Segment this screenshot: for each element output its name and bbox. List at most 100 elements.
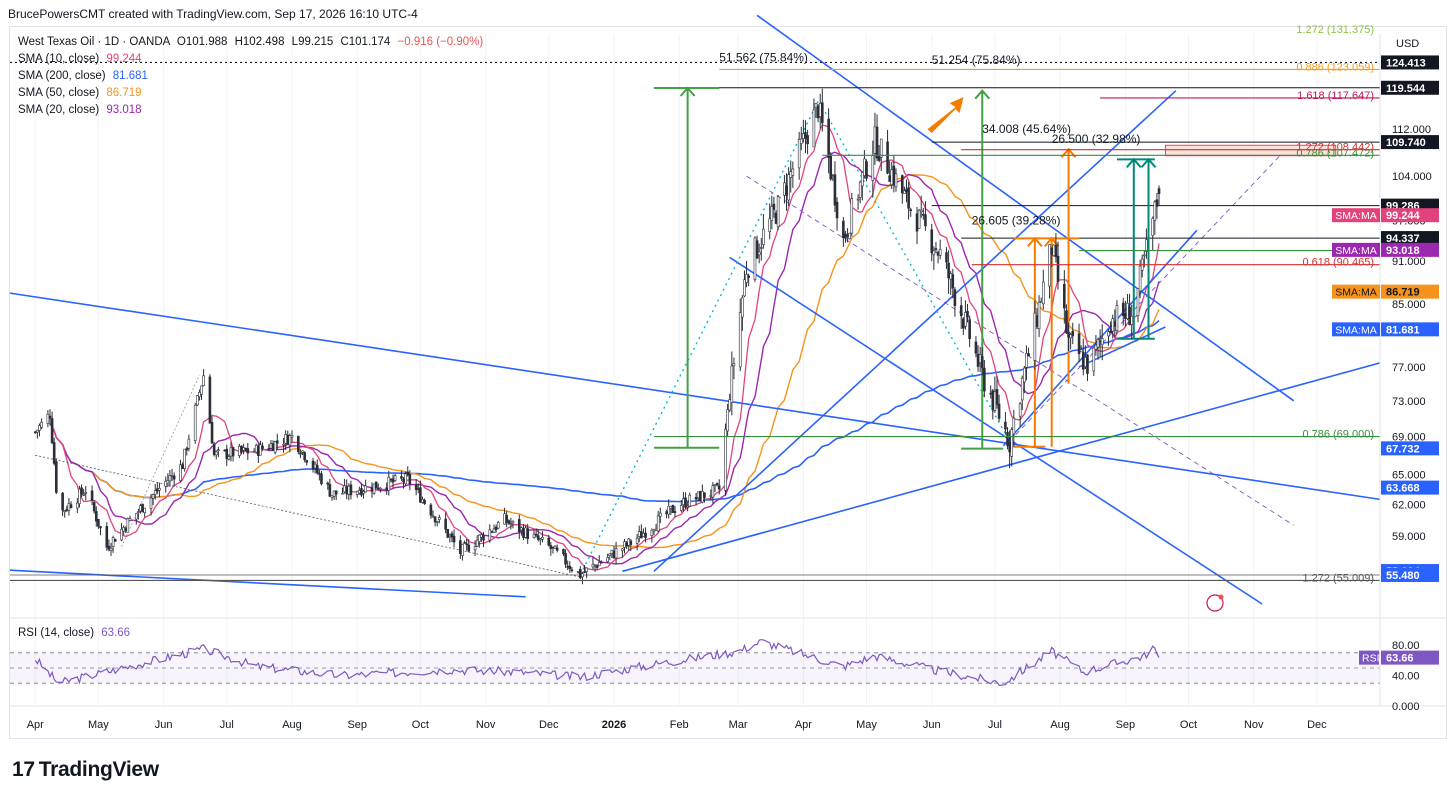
candle-body bbox=[627, 538, 631, 546]
indicator-legend-sma10[interactable]: SMA (10, close) 99.244 bbox=[18, 53, 142, 65]
candle-body bbox=[65, 508, 69, 511]
candle-body bbox=[738, 312, 742, 368]
candle-body bbox=[526, 528, 529, 539]
candle-body bbox=[134, 513, 138, 520]
candle-body bbox=[40, 421, 43, 428]
candle-body bbox=[452, 535, 456, 543]
candle-body bbox=[172, 475, 176, 480]
sma-50-path bbox=[49, 174, 1160, 549]
candle-body bbox=[433, 516, 437, 523]
candle-body bbox=[446, 529, 450, 538]
candle-body bbox=[490, 531, 494, 533]
ohlc-close: C101.174 bbox=[340, 36, 391, 48]
dotted-guide bbox=[121, 375, 200, 547]
candle-body bbox=[463, 542, 466, 544]
candle-body bbox=[608, 553, 612, 556]
sma-10-path bbox=[49, 124, 1160, 571]
rsi-legend[interactable]: RSI (14, close) 63.66 bbox=[18, 627, 130, 639]
candle-body bbox=[372, 483, 376, 494]
measurement-label: 26.605 (39.28%) bbox=[972, 213, 1061, 227]
time-tick: Jul bbox=[988, 719, 1002, 731]
candle-body bbox=[993, 391, 997, 411]
candle-body bbox=[1113, 322, 1117, 327]
candle-body bbox=[791, 168, 795, 176]
candle-body bbox=[1065, 310, 1068, 334]
candle-body bbox=[753, 237, 757, 280]
candle-body bbox=[494, 526, 498, 530]
candle-body bbox=[379, 487, 382, 490]
candle-body bbox=[246, 448, 250, 454]
candle-body bbox=[694, 497, 698, 500]
candle-body bbox=[892, 165, 896, 186]
candle-body bbox=[97, 518, 100, 527]
candle-body bbox=[799, 138, 803, 144]
indicator-legend-sma200[interactable]: SMA (200, close) 81.681 bbox=[18, 70, 148, 82]
candle-body bbox=[890, 169, 894, 186]
candle-body bbox=[877, 155, 881, 161]
candle-body bbox=[576, 570, 580, 573]
candle-body bbox=[1054, 244, 1058, 258]
time-tick: Nov bbox=[1244, 719, 1264, 731]
candle-body bbox=[842, 220, 845, 238]
candle-body bbox=[404, 473, 407, 485]
candle-body bbox=[696, 491, 700, 499]
price-tick: 59.000 bbox=[1392, 531, 1426, 543]
measurement-label: 26.500 (32.98%) bbox=[1052, 132, 1141, 146]
tradingview-logo[interactable]: 17 TradingView bbox=[12, 758, 159, 782]
candle-body bbox=[435, 521, 439, 523]
candle-body bbox=[284, 434, 287, 444]
candle-body bbox=[111, 537, 115, 547]
candle-body bbox=[1023, 367, 1026, 383]
indicator-legend-sma20[interactable]: SMA (20, close) 93.018 bbox=[18, 104, 142, 116]
candle-body bbox=[850, 198, 854, 234]
price-tick: 91.000 bbox=[1392, 256, 1426, 268]
candle-body bbox=[158, 488, 161, 491]
candle-body bbox=[833, 174, 837, 206]
trendline bbox=[622, 362, 1381, 573]
candle-body bbox=[141, 503, 144, 513]
candle-body bbox=[461, 544, 464, 557]
candle-body bbox=[1094, 344, 1098, 350]
candle-body bbox=[1153, 201, 1157, 221]
candle-body bbox=[568, 565, 572, 570]
candle-body bbox=[938, 249, 942, 256]
candle-body bbox=[623, 541, 626, 548]
candles bbox=[33, 88, 1161, 585]
candle-body bbox=[151, 494, 155, 499]
candle-body bbox=[684, 497, 687, 508]
candle-body bbox=[492, 528, 496, 534]
candle-body bbox=[50, 418, 54, 444]
candle-body bbox=[726, 409, 729, 432]
candle-body bbox=[665, 511, 668, 515]
candle-body bbox=[1041, 281, 1045, 305]
candle-body bbox=[804, 132, 807, 139]
price-tick: 85.000 bbox=[1392, 299, 1426, 311]
candle-body bbox=[673, 511, 677, 513]
candle-body bbox=[1081, 352, 1085, 370]
candle-body bbox=[450, 533, 454, 538]
candle-body bbox=[591, 563, 595, 568]
candle-body bbox=[701, 491, 704, 503]
candle-body bbox=[980, 356, 984, 368]
candle-body bbox=[414, 484, 418, 490]
symbol-legend[interactable]: West Texas Oil · 1D · OANDA O101.988 H10… bbox=[18, 36, 483, 48]
candle-body bbox=[1121, 302, 1125, 317]
candle-body bbox=[1155, 199, 1159, 207]
candle-body bbox=[67, 503, 71, 511]
candle-body bbox=[703, 492, 706, 498]
candle-body bbox=[1077, 333, 1081, 355]
time-tick: Oct bbox=[412, 719, 429, 731]
candle-body bbox=[724, 428, 727, 491]
candle-body bbox=[122, 527, 125, 532]
candle-body bbox=[343, 485, 346, 493]
measurement-label: 51.562 (75.84%) bbox=[719, 50, 808, 64]
candle-body bbox=[642, 532, 645, 537]
candle-body bbox=[774, 212, 778, 224]
trend-arrow-icon bbox=[927, 97, 964, 134]
chart-header: BrucePowersCMT created with TradingView.… bbox=[8, 7, 418, 21]
indicator-legend-sma50[interactable]: SMA (50, close) 86.719 bbox=[18, 87, 142, 99]
price-tag-label: 63.668 bbox=[1386, 483, 1420, 495]
candle-body bbox=[682, 498, 685, 505]
candle-body bbox=[606, 557, 609, 562]
